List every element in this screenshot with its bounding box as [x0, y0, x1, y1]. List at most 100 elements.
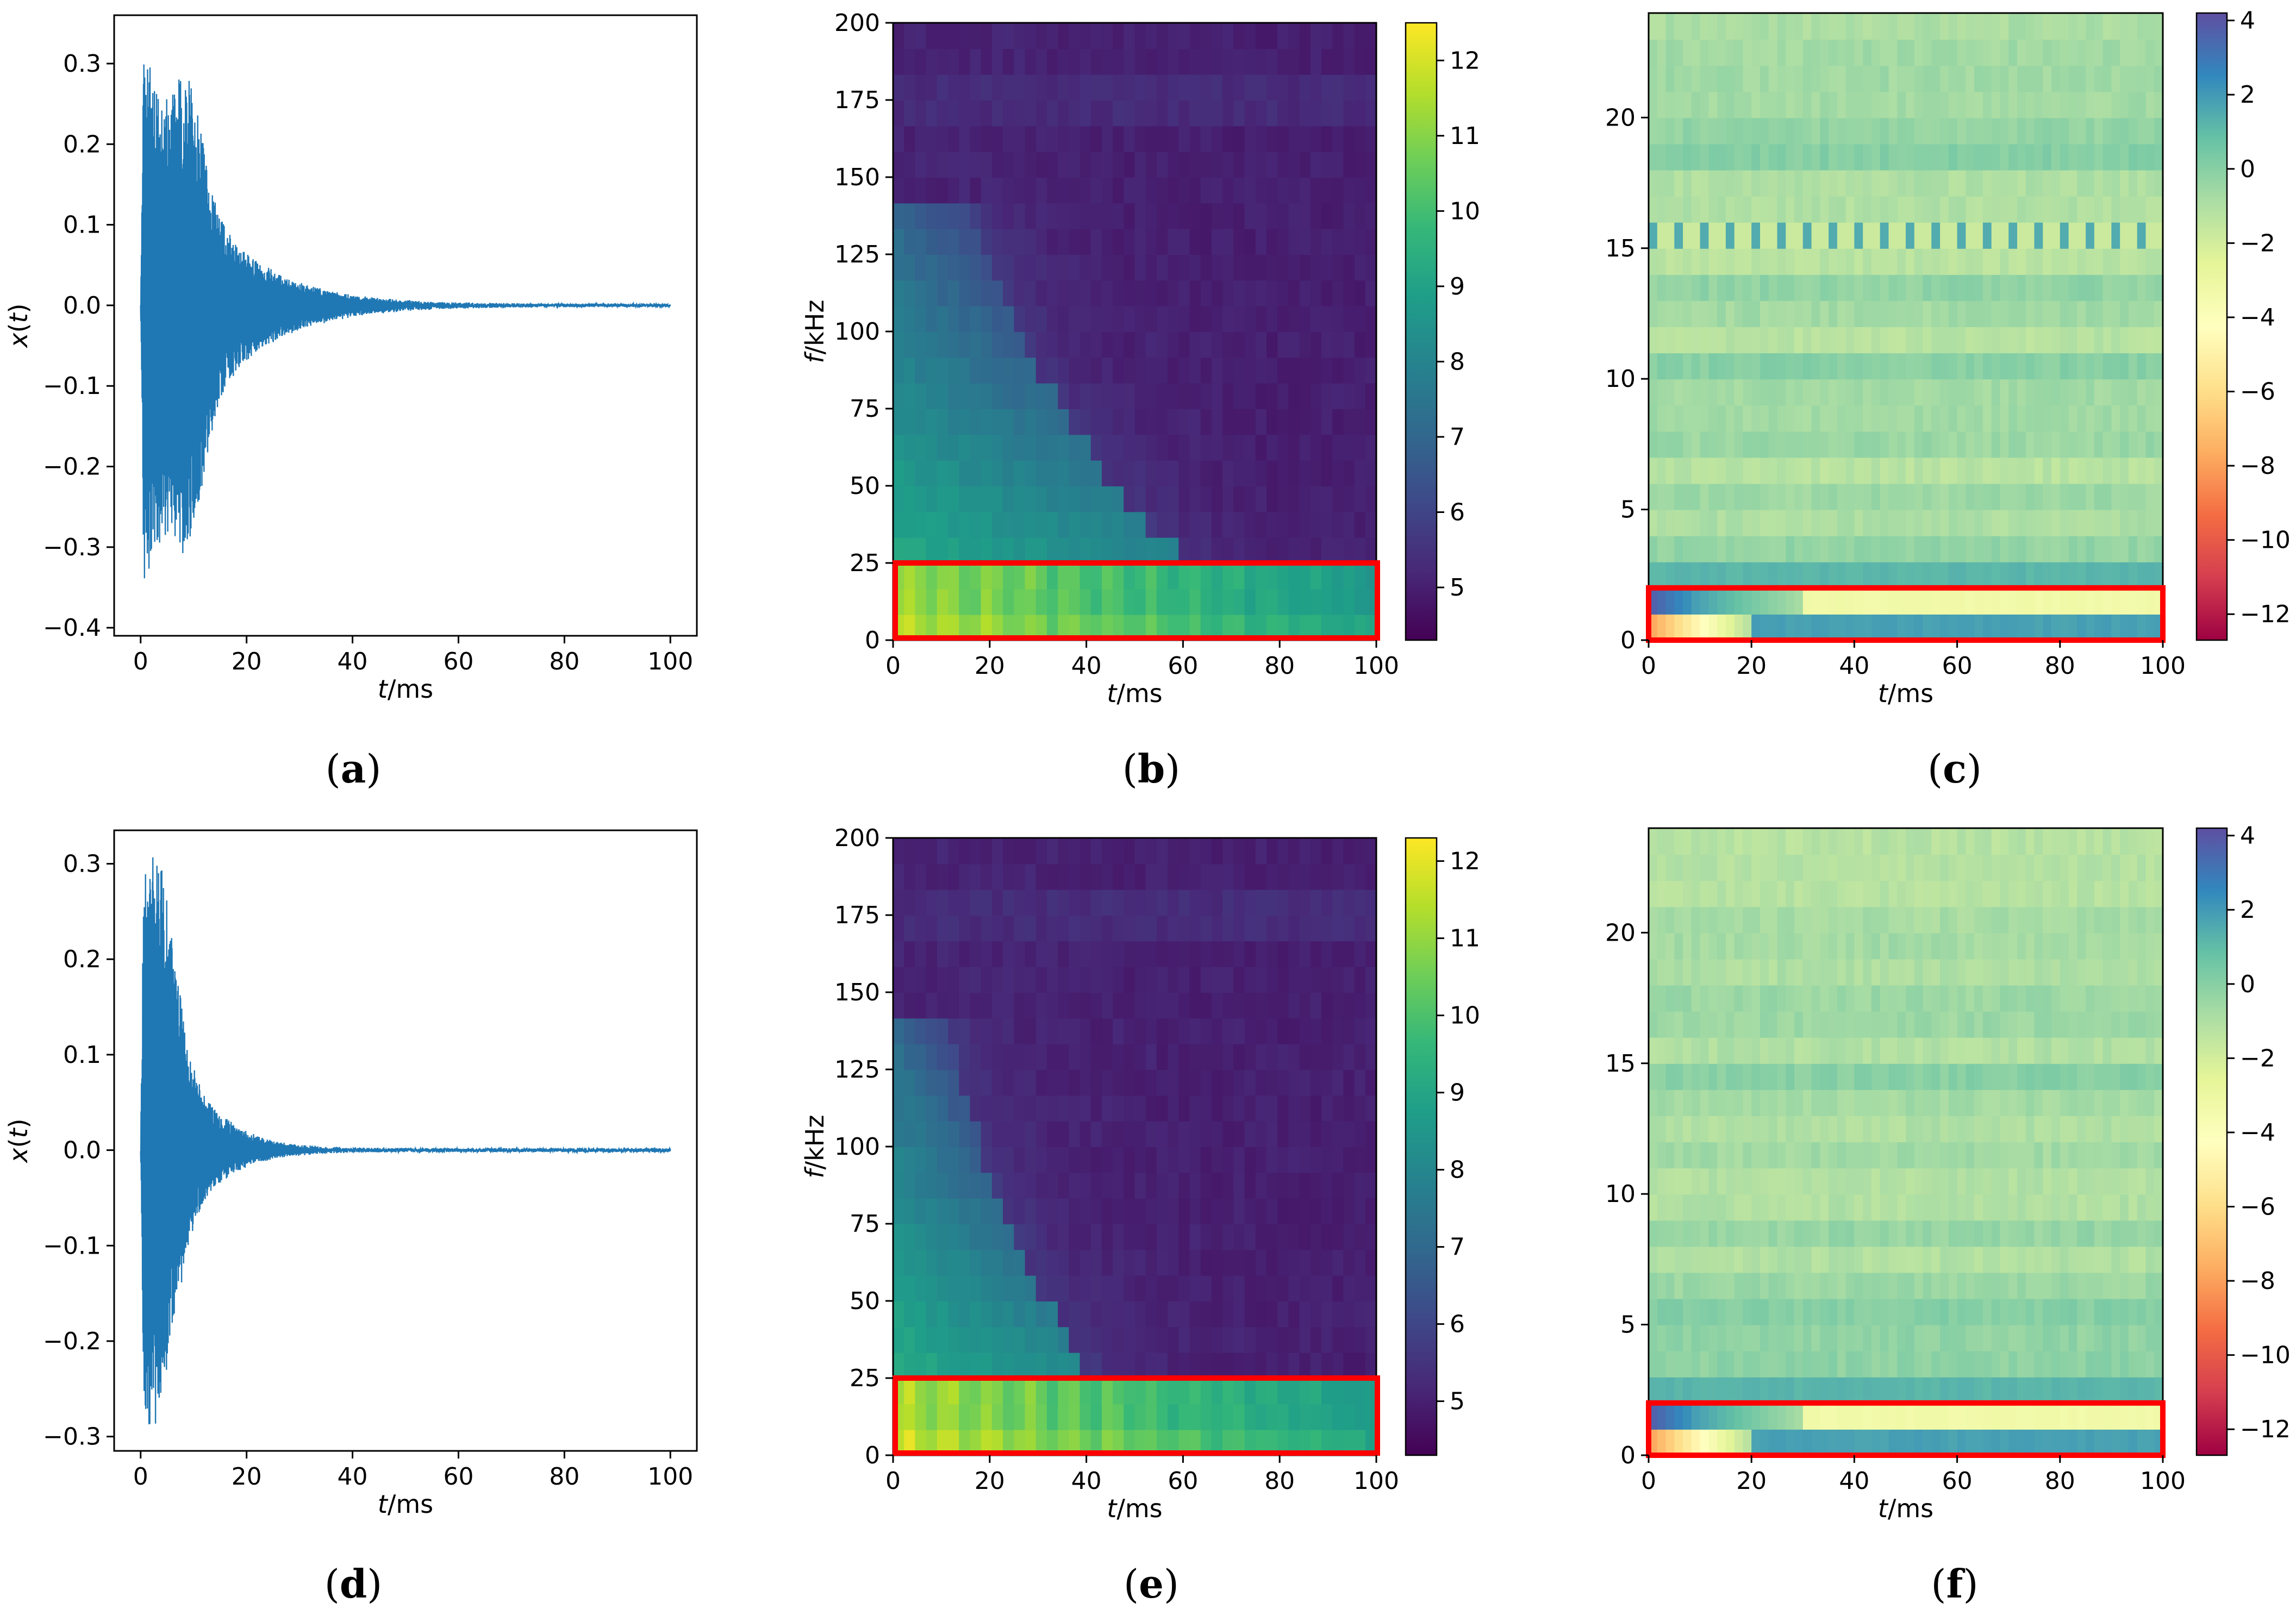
- heatmap-cell: [981, 1095, 993, 1122]
- heatmap-cell: [1090, 589, 1102, 615]
- heatmap-cell: [1156, 48, 1169, 75]
- heatmap-cell: [2051, 1376, 2061, 1404]
- heatmap-cell: [1811, 985, 1821, 1012]
- heatmap-cell: [2025, 1246, 2035, 1273]
- heatmap-cell: [2094, 1429, 2104, 1456]
- heatmap-cell: [1871, 1324, 1881, 1351]
- heatmap-cell: [1708, 13, 1718, 40]
- heatmap-cell: [915, 460, 927, 486]
- heatmap-cell: [2000, 1089, 2010, 1116]
- heatmap-cell: [1332, 1095, 1344, 1122]
- heatmap-cell: [2034, 405, 2044, 432]
- heatmap-cell: [1168, 1069, 1180, 1096]
- heatmap-cell: [1288, 177, 1300, 204]
- heatmap-cell: [1811, 1350, 1821, 1378]
- heatmap-cell: [2086, 561, 2095, 589]
- heatmap-cell: [1321, 589, 1333, 615]
- heatmap-cell: [1014, 280, 1026, 306]
- heatmap-cell: [1025, 357, 1037, 384]
- heatmap-cell: [1777, 535, 1787, 562]
- heatmap-cell: [1113, 1069, 1125, 1096]
- heatmap-cell: [1058, 1095, 1070, 1122]
- heatmap-cell: [2051, 932, 2061, 960]
- heatmap-cell: [1734, 561, 1744, 589]
- heatmap-cell: [2120, 39, 2129, 66]
- heatmap-cell: [1657, 91, 1667, 118]
- heatmap-cell: [915, 177, 927, 204]
- heatmap-cell: [1168, 863, 1180, 890]
- heatmap-cell: [1751, 274, 1761, 301]
- heatmap-cell: [915, 589, 927, 615]
- heatmap-cell: [1266, 941, 1278, 967]
- heatmap-cell: [2120, 379, 2129, 406]
- heatmap-cell: [1222, 966, 1234, 993]
- heatmap-cell: [1957, 117, 1967, 145]
- heatmap-cell: [2120, 1063, 2129, 1090]
- heatmap-cell: [1802, 379, 1812, 406]
- heatmap-cell: [1168, 589, 1180, 615]
- heatmap-cell: [1974, 13, 1983, 40]
- heatmap-cell: [1751, 1089, 1761, 1116]
- colorbar-gradient: [1405, 22, 1438, 641]
- heatmap-cell: [1025, 537, 1037, 564]
- heatmap-cell: [959, 48, 971, 75]
- heatmap-cell: [1914, 614, 1924, 641]
- heatmap-cell: [1649, 1194, 1658, 1221]
- heatmap-cell: [1046, 966, 1059, 993]
- heatmap-cell: [1035, 1172, 1047, 1199]
- heatmap-cell: [2111, 39, 2121, 66]
- heatmap-cell: [959, 915, 971, 942]
- heatmap-cell: [2025, 1037, 2035, 1064]
- heatmap-cell: [1354, 589, 1366, 615]
- heatmap-cell: [970, 992, 982, 1019]
- heatmap-cell: [1321, 460, 1333, 486]
- heatmap-cell: [1906, 985, 1915, 1012]
- heatmap-cell: [1914, 1142, 1924, 1169]
- heatmap-cell: [2008, 614, 2018, 641]
- heatmap-cell: [2111, 300, 2121, 327]
- heatmap-cell: [1266, 614, 1278, 641]
- heatmap-cell: [1725, 561, 1735, 589]
- heatmap-cell: [1863, 932, 1872, 960]
- heatmap-cell: [1880, 1142, 1889, 1169]
- heatmap-cell: [1244, 1069, 1256, 1096]
- heatmap-cell: [1080, 434, 1091, 461]
- heatmap-cell: [1863, 561, 1872, 589]
- heatmap-cell: [1233, 941, 1245, 967]
- heatmap-cell: [1734, 379, 1744, 406]
- heatmap-cell: [1299, 305, 1311, 332]
- heatmap-cell: [2017, 1089, 2026, 1116]
- heatmap-cell: [2008, 274, 2018, 301]
- heatmap-cell: [1124, 863, 1135, 890]
- heatmap-cell: [1708, 196, 1718, 223]
- heatmap-cell: [1837, 457, 1846, 484]
- heatmap-cell: [1124, 1018, 1135, 1044]
- heatmap-cell: [1845, 300, 1855, 327]
- heatmap-cell: [1880, 614, 1889, 641]
- heatmap-cell: [1974, 932, 1983, 960]
- heatmap-cell: [2145, 1429, 2155, 1456]
- signal-line: [140, 64, 671, 579]
- heatmap-cell: [1683, 561, 1692, 589]
- heatmap-cell: [1845, 1220, 1855, 1247]
- heatmap-cell: [1069, 151, 1081, 178]
- heatmap-cell: [1974, 379, 1983, 406]
- heatmap-cell: [1003, 74, 1015, 101]
- heatmap-cell: [1124, 537, 1135, 564]
- heatmap-cell: [1760, 222, 1769, 249]
- heatmap-cell: [1365, 486, 1377, 512]
- heatmap-cell: [1211, 48, 1224, 75]
- heatmap-cell: [1354, 383, 1366, 409]
- heatmap-cell: [1090, 203, 1102, 229]
- heatmap-cell: [1897, 117, 1906, 145]
- heatmap-cell: [1288, 1198, 1300, 1224]
- heatmap-cell: [2102, 353, 2112, 380]
- heatmap-cell: [1014, 1301, 1026, 1328]
- heatmap-cell: [1101, 151, 1114, 178]
- heatmap-cell: [2137, 1429, 2147, 1456]
- heatmap-cell: [2137, 65, 2147, 92]
- heatmap-cell: [1734, 932, 1744, 960]
- heatmap-cell: [2034, 248, 2044, 275]
- heatmap-cell: [1811, 327, 1821, 354]
- heatmap-cell: [1354, 1275, 1366, 1301]
